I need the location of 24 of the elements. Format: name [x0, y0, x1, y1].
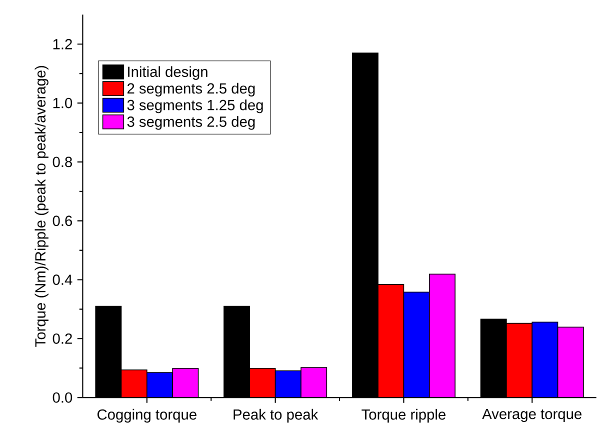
legend-label: Initial design — [128, 66, 208, 80]
legend-label: 2 segments 2.5 deg — [127, 83, 255, 97]
legend-label: 3 segments 1.25 deg — [127, 100, 263, 114]
x-tick-label: Peak to peak — [234, 409, 318, 423]
x-tick-label: Average torque — [482, 409, 582, 422]
y-tick-label: 0.6 — [52, 216, 72, 226]
legend-label: 3 segments 2.5 deg — [127, 116, 255, 130]
y-tick-label: 0.0 — [52, 392, 72, 403]
y-tick-label: 1.2 — [53, 39, 72, 50]
x-tick-label: Cogging torque — [97, 409, 196, 423]
y-tick-label: 0.2 — [52, 334, 72, 344]
bar — [557, 326, 584, 398]
x-tick-label: Torque ripple — [362, 409, 446, 423]
bar — [428, 274, 456, 398]
y-tick-label: 0.4 — [52, 274, 72, 286]
bar — [274, 370, 302, 398]
bar — [403, 292, 430, 398]
bar — [300, 367, 328, 398]
y-tick-label: 1.0 — [53, 98, 72, 108]
bar — [172, 368, 199, 398]
bar — [532, 322, 558, 398]
y-axis-title: Torque (Nm)/Ripple (peak to peak/average) — [34, 66, 48, 348]
y-tick-label: 0.8 — [52, 156, 72, 168]
bar — [146, 372, 173, 398]
